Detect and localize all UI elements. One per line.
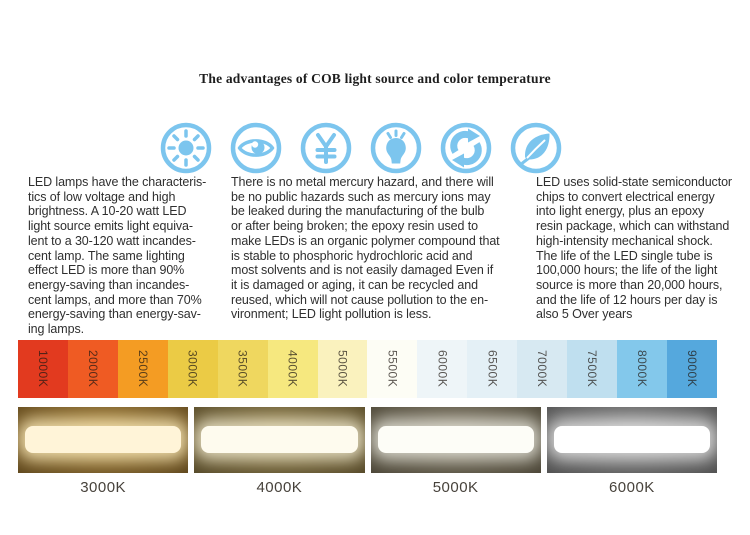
scale-segment-5000k: 5000K [317,340,368,398]
scale-segment-3000k: 3000K [167,340,218,398]
sun-brightness-icon [160,122,212,174]
scale-segment-7500k: 7500K [567,340,618,398]
scale-segment-label: 9000K [684,350,699,388]
color-temperature-scale: 1000K 2000K 2500K 3000K 3500K 4000K 5000K 5500K… [18,340,717,398]
scale-segment-8000k: 8000K [617,340,667,398]
photo-label-3000k: 3000K [80,479,127,496]
scale-segment-5500k: 5500K [367,340,418,398]
scale-segment-label: 1000K [35,350,50,388]
photo-row [18,407,717,473]
scale-segment-label: 4000K [285,350,300,388]
eco-leaf-icon [510,122,562,174]
led-photo-4000k [194,407,365,473]
scale-segment-4000k: 4000K [267,340,318,398]
scale-segment-label: 2000K [85,350,100,388]
light-bar [25,426,182,453]
scale-segment-label: 6000K [435,350,450,388]
scale-segment-6500k: 6500K [467,340,518,398]
scale-segment-label: 6500K [485,350,500,388]
scale-segment-2000k: 2000K [67,340,118,398]
light-bar [553,426,710,453]
scale-segment-label: 7500K [585,350,600,388]
scale-segment-label: 5500K [385,350,400,388]
scale-segment-label: 5000K [335,350,350,388]
scale-segment-label: 3500K [235,350,250,388]
scale-segment-label: 3000K [185,350,200,388]
led-photo-5000k [370,407,541,473]
photo-label-5000k: 5000K [432,479,479,496]
led-photo-6000k [546,407,717,473]
recycle-icon [440,122,492,174]
scale-segment-1000k: 1000K [18,340,68,398]
scale-segment-2500k: 2500K [117,340,168,398]
led-photo-3000k [18,407,189,473]
light-bar [201,426,358,453]
photo-label-row: 3000K 4000K 5000K 6000K [18,479,717,496]
advantage-text-energy-saving: LED lamps have the characteris- tics of … [28,175,207,337]
icon-row [160,122,562,174]
scale-segment-3500k: 3500K [217,340,268,398]
photo-label-4000k: 4000K [256,479,303,496]
advantage-text-environment: There is no metal mercury hazard, and th… [231,175,500,322]
advantage-text-lifespan: LED uses solid-state semiconductor chips… [536,175,732,322]
page-title: The advantages of COB light source and c… [199,71,551,86]
scale-segment-label: 8000K [635,350,650,388]
scale-segment-label: 7000K [535,350,550,388]
light-bar [377,426,534,453]
eye-protection-icon [230,122,282,174]
photo-label-6000k: 6000K [608,479,655,496]
scale-segment-label: 2500K [135,350,150,388]
light-bulb-icon [370,122,422,174]
scale-segment-9000k: 9000K [666,340,717,398]
scale-segment-7000k: 7000K [517,340,568,398]
yen-cost-saving-icon [300,122,352,174]
scale-segment-6000k: 6000K [417,340,468,398]
